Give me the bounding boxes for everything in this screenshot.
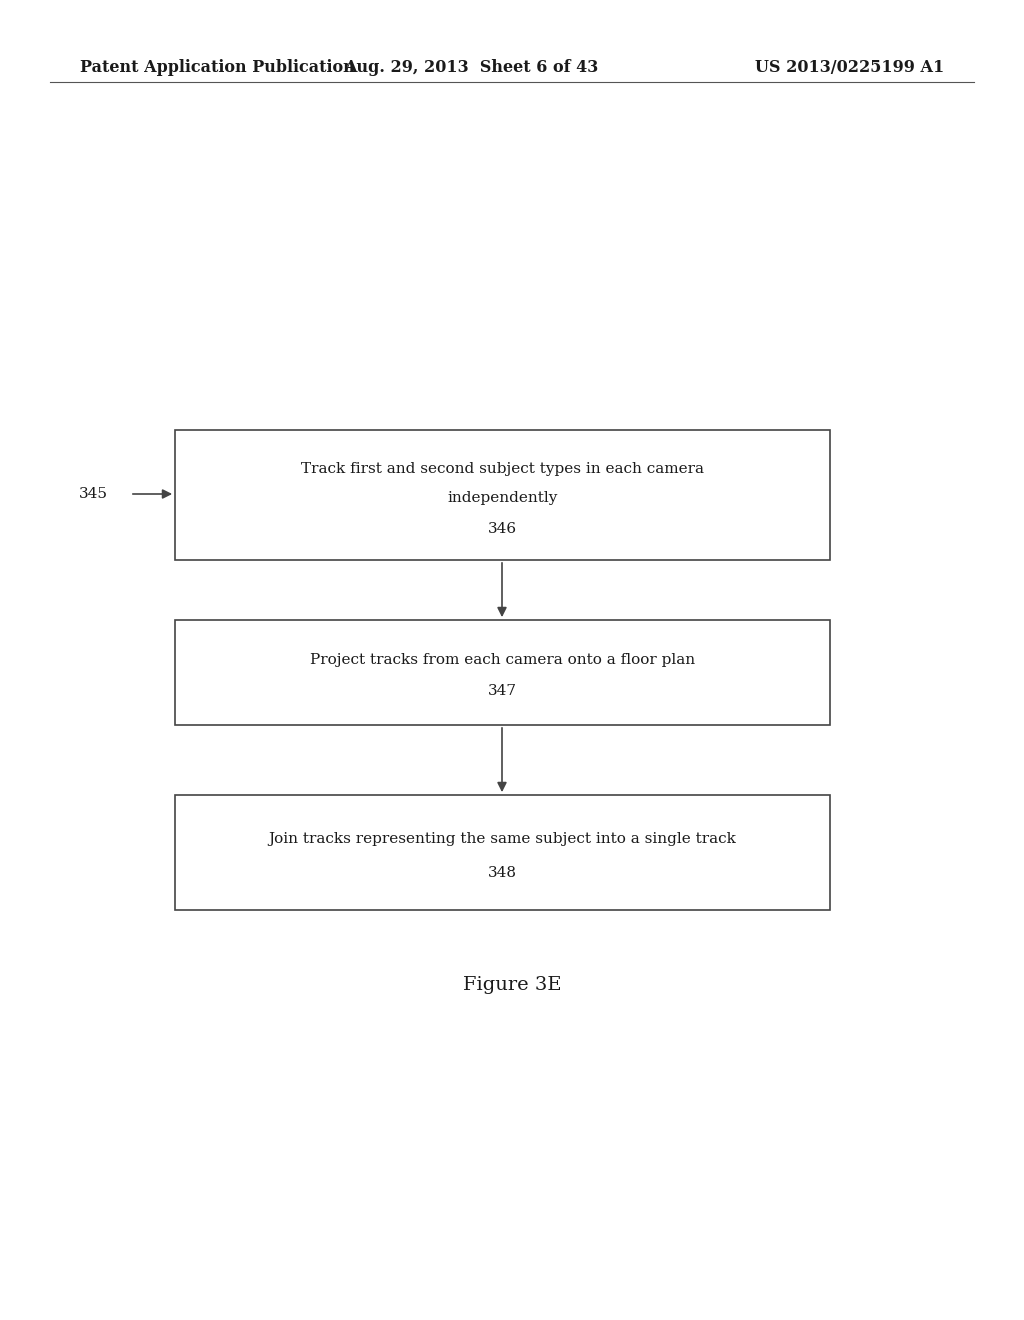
Text: 345: 345 (79, 487, 108, 502)
Bar (175, 430, 830, 560)
Text: Aug. 29, 2013  Sheet 6 of 43: Aug. 29, 2013 Sheet 6 of 43 (344, 59, 598, 77)
Text: Patent Application Publication: Patent Application Publication (80, 59, 354, 77)
Text: Project tracks from each camera onto a floor plan: Project tracks from each camera onto a f… (310, 653, 695, 667)
Text: 346: 346 (488, 521, 517, 536)
Bar (175, 620, 830, 725)
Text: 347: 347 (488, 684, 517, 698)
Text: Track first and second subject types in each camera: Track first and second subject types in … (301, 462, 705, 477)
Text: independently: independently (447, 491, 558, 504)
Text: Figure 3E: Figure 3E (463, 975, 561, 994)
Bar (175, 795, 830, 909)
Text: 348: 348 (488, 866, 517, 880)
Text: Join tracks representing the same subject into a single track: Join tracks representing the same subjec… (268, 832, 736, 846)
Text: US 2013/0225199 A1: US 2013/0225199 A1 (755, 59, 944, 77)
